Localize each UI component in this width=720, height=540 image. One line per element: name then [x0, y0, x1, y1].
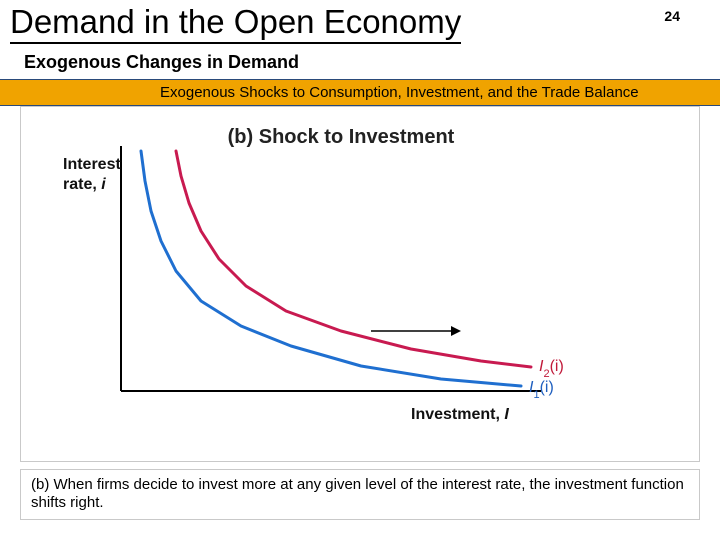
svg-text:Investment, I: Investment, I	[411, 406, 509, 423]
svg-text:(b) Shock to Investment: (b) Shock to Investment	[228, 126, 455, 148]
page-title: Demand in the Open Economy	[10, 4, 461, 44]
subtitle: Exogenous Changes in Demand	[0, 44, 720, 79]
slide: Demand in the Open Economy 24 Exogenous …	[0, 0, 720, 540]
caption: (b) When firms decide to invest more at …	[20, 469, 700, 521]
title-row: Demand in the Open Economy 24	[0, 0, 720, 44]
investment-chart: (b) Shock to InvestmentInterestrate, iIn…	[61, 121, 621, 451]
content-frame: (b) Shock to InvestmentInterestrate, iIn…	[20, 106, 700, 462]
chart-area: (b) Shock to InvestmentInterestrate, iIn…	[61, 121, 621, 451]
gold-bar: Exogenous Shocks to Consumption, Investm…	[0, 79, 720, 106]
page-number: 24	[664, 8, 680, 24]
